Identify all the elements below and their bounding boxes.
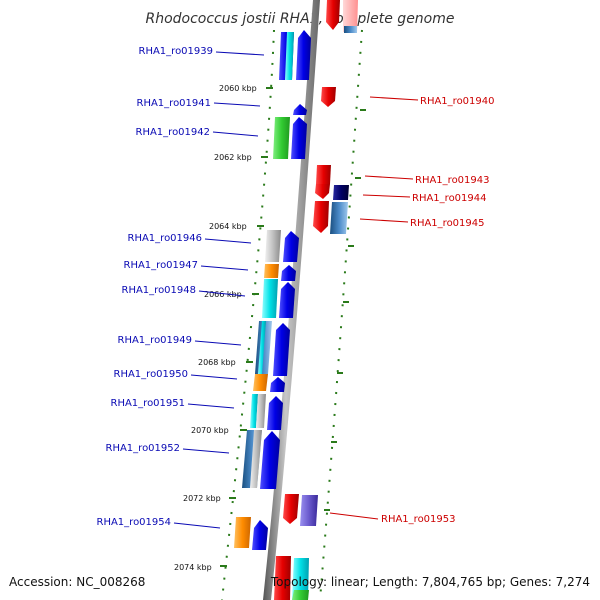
gene-label[interactable]: RHA1_ro01941 [137, 98, 212, 109]
tick-label: 2068 kbp [198, 358, 236, 367]
gene-label[interactable]: RHA1_ro01946 [128, 233, 203, 244]
connector-right [362, 194, 411, 198]
right-gene-labels: RHA1_ro01940 RHA1_ro01943 RHA1_ro01944 R… [381, 96, 495, 525]
connector-right [359, 218, 409, 223]
gene-arrow[interactable] [293, 104, 307, 115]
gene-block[interactable] [300, 495, 318, 526]
gene-block[interactable] [274, 556, 291, 600]
gene-label[interactable]: RHA1_ro01948 [122, 285, 197, 296]
tick-label: 2066 kbp [204, 290, 242, 299]
connector-left [190, 374, 238, 380]
gene-block[interactable] [292, 590, 309, 600]
gene-block[interactable] [344, 26, 357, 33]
gene-label[interactable]: RHA1_ro01953 [381, 514, 456, 525]
gene-label[interactable]: RHA1_ro01942 [136, 127, 211, 138]
tick-label: 2072 kbp [183, 494, 221, 503]
label-connectors [173, 51, 419, 529]
gene-arrow[interactable] [313, 201, 329, 233]
gene-arrow[interactable] [315, 184, 330, 199]
gene-arrow[interactable] [296, 30, 311, 80]
gene-label[interactable]: RHA1_ro01947 [124, 260, 199, 271]
scale-ticks: 2060 kbp 2062 kbp 2064 kbp 2066 kbp 2068… [174, 84, 366, 572]
gene-block[interactable] [326, 0, 340, 30]
gene-label[interactable]: RHA1_ro01951 [111, 398, 186, 409]
gene-block[interactable] [256, 394, 266, 428]
gene-features [234, 0, 358, 600]
gene-label[interactable]: RHA1_ro01944 [412, 193, 487, 204]
gene-block[interactable] [258, 321, 266, 374]
gene-block[interactable] [264, 264, 279, 278]
tick-label: 2060 kbp [219, 84, 257, 93]
connector-right [369, 96, 419, 101]
gene-label[interactable]: RHA1_ro01950 [114, 369, 189, 380]
connector-left [194, 340, 242, 346]
tick-label: 2074 kbp [174, 563, 212, 572]
gene-arrow[interactable] [283, 494, 299, 524]
gene-label[interactable]: RHA1_ro01952 [106, 443, 181, 454]
connector-right [329, 512, 379, 520]
gene-label[interactable]: RHA1_ro01943 [415, 175, 490, 186]
gene-block[interactable] [316, 165, 331, 184]
gene-arrow[interactable] [267, 396, 283, 430]
gene-label[interactable]: RHA1_ro01939 [139, 46, 214, 57]
gene-block[interactable] [250, 394, 258, 428]
tick-label: 2062 kbp [214, 153, 252, 162]
gene-block[interactable] [333, 185, 349, 200]
connector-left [213, 102, 261, 107]
connector-left [198, 290, 246, 297]
gene-arrow[interactable] [273, 323, 290, 376]
gene-arrow[interactable] [279, 282, 295, 318]
gene-arrow[interactable] [321, 87, 336, 107]
connector-left [200, 265, 249, 271]
gene-arrow[interactable] [283, 231, 299, 262]
connector-left [212, 131, 259, 137]
gene-block[interactable] [253, 374, 268, 391]
gene-block[interactable] [343, 0, 358, 32]
gene-block[interactable] [265, 230, 281, 262]
gene-block[interactable] [273, 117, 290, 159]
tick-label: 2070 kbp [191, 426, 229, 435]
accession-text: Accession: NC_008268 [9, 575, 145, 589]
gene-label[interactable]: RHA1_ro01949 [118, 335, 193, 346]
connector-left [215, 51, 265, 56]
gene-block[interactable] [285, 32, 294, 80]
topology-text: Topology: linear; Length: 7,804,765 bp; … [270, 575, 590, 589]
connector-left [187, 403, 235, 409]
gene-block[interactable] [292, 558, 309, 600]
left-gene-labels: RHA1_ro01939 RHA1_ro01941 RHA1_ro01942 R… [97, 46, 214, 528]
gene-arrow[interactable] [281, 265, 296, 281]
connector-left [204, 238, 252, 244]
gene-arrow[interactable] [270, 377, 285, 392]
gene-arrow[interactable] [260, 431, 280, 489]
gene-arrow[interactable] [291, 117, 307, 159]
tick-label: 2064 kbp [209, 222, 247, 231]
gene-label[interactable]: RHA1_ro01954 [97, 517, 172, 528]
connector-right [364, 175, 414, 180]
gene-block[interactable] [262, 279, 278, 318]
gene-block[interactable] [330, 202, 348, 234]
gene-block[interactable] [250, 430, 262, 488]
gene-label[interactable]: RHA1_ro01945 [410, 218, 485, 229]
gene-arrow[interactable] [252, 520, 268, 550]
connector-left [182, 448, 230, 454]
connector-left [173, 522, 221, 529]
map-title: Rhodococcus jostii RHA1, complete genome [145, 11, 454, 27]
gene-block[interactable] [234, 517, 251, 548]
gene-label[interactable]: RHA1_ro01940 [420, 96, 495, 107]
